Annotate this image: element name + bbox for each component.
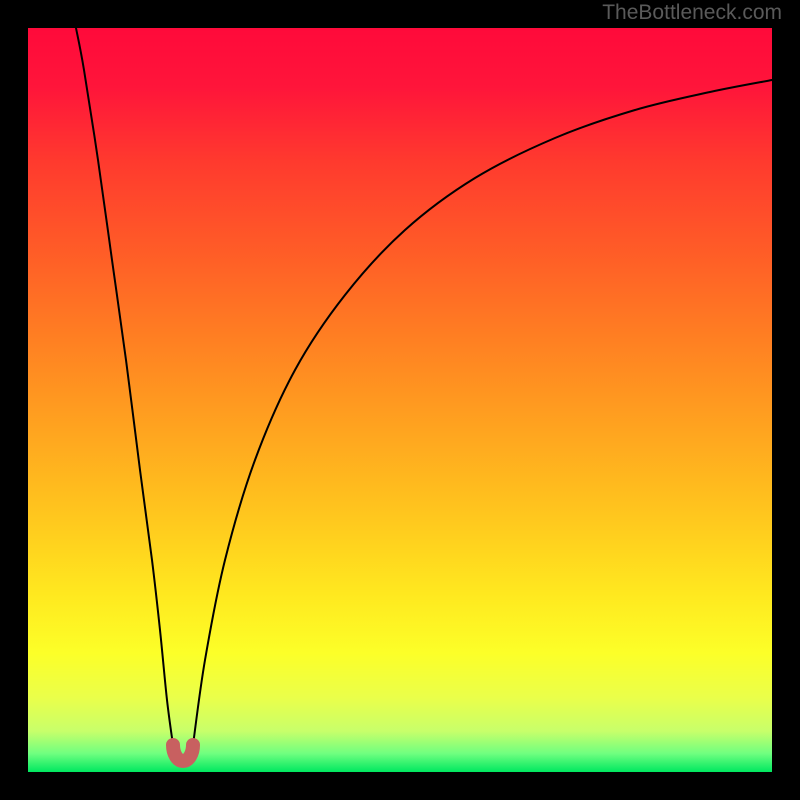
chart-container: TheBottleneck.com (0, 0, 800, 800)
bottleneck-curve-plot (0, 0, 800, 800)
gradient-background (28, 28, 772, 772)
watermark-label: TheBottleneck.com (602, 1, 782, 25)
